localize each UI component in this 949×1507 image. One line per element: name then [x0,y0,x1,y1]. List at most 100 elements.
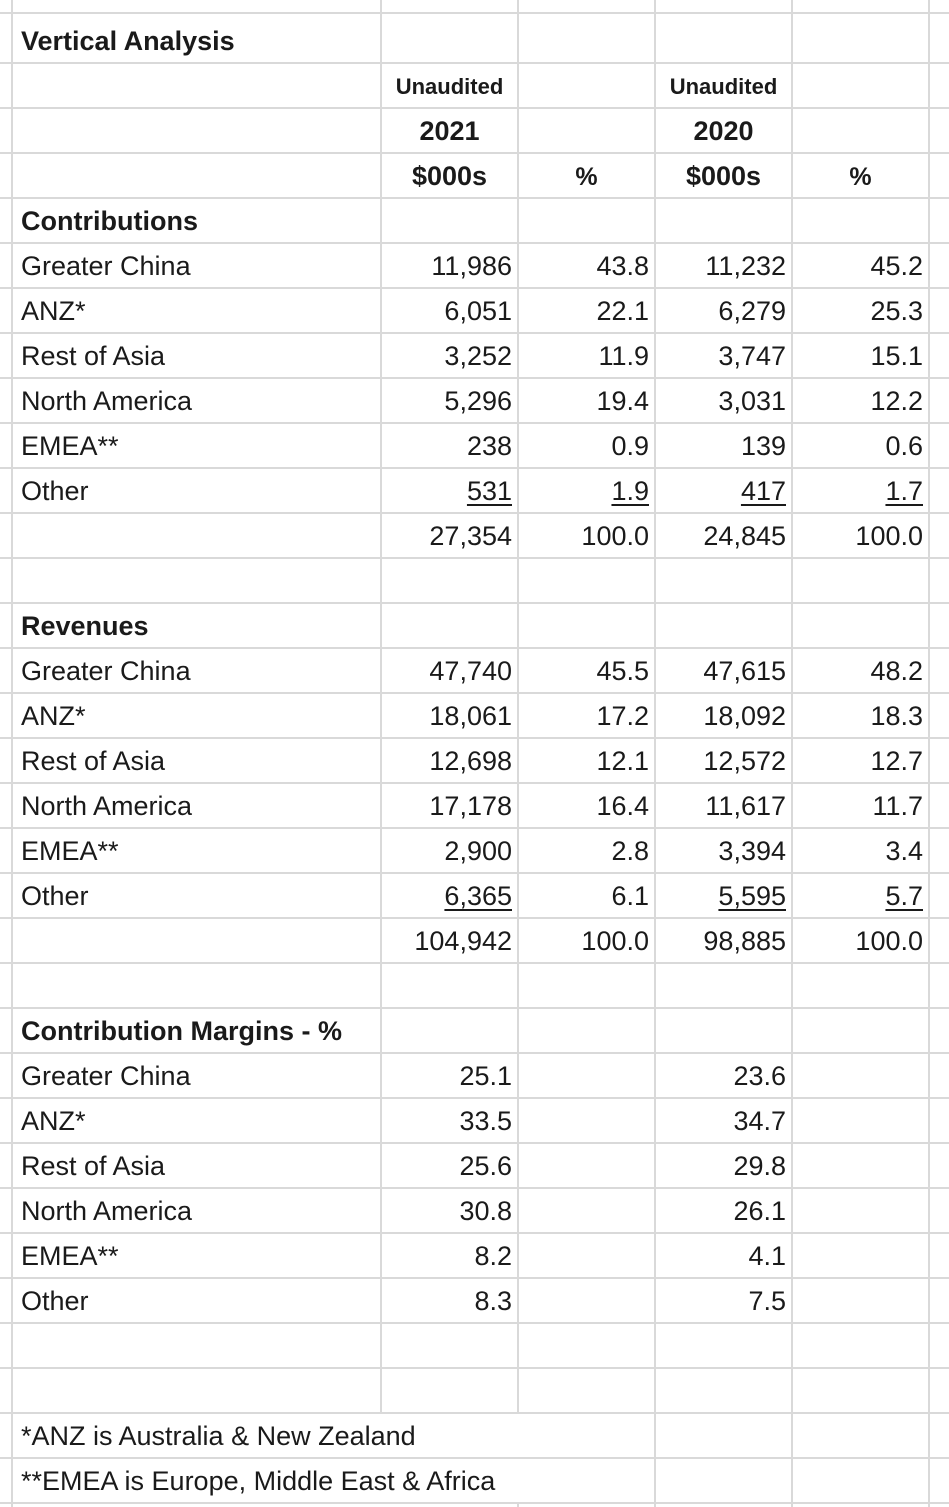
row-gridline [0,827,949,829]
column-gridline [380,0,382,1412]
row-gridline [0,467,949,469]
pct-2020: 0.6 [885,431,923,461]
value-2020: 12,572 [703,746,786,776]
pct-2021: 22.1 [596,296,649,326]
pct-2020: 25.3 [870,296,923,326]
total-pct-2020: 100.0 [855,926,923,956]
row-gridline [0,242,949,244]
pct-2020: 1.7 [793,478,923,505]
row-label: North America [21,1196,193,1226]
row-gridline [0,1187,949,1189]
pct-2021: 12.1 [596,746,649,776]
value-2020: 417 [656,478,786,505]
value-2021: 11,986 [431,251,512,281]
row-label: ANZ* [21,296,86,326]
row-gridline [0,377,949,379]
value-2021: 238 [466,431,512,461]
row-gridline [0,1502,949,1504]
row-label: Other [21,476,89,506]
margin-2020: 26.1 [733,1196,786,1226]
row-label: Greater China [21,251,191,281]
margin-2021: 25.6 [459,1151,512,1181]
row-label: North America [21,386,193,416]
row-gridline [0,647,949,649]
row-gridline [0,287,949,289]
underlined-value: 1.7 [885,476,923,506]
row-gridline [0,737,949,739]
row-label: EMEA** [21,431,119,461]
header-2021-status: Unaudited [395,74,504,99]
row-gridline [0,62,949,64]
row-label: Rest of Asia [21,1151,166,1181]
row-gridline [0,962,949,964]
pct-2020: 15.1 [870,341,923,371]
header-2020-unit: $000s [685,161,762,191]
pct-2020: 12.2 [870,386,923,416]
row-gridline [0,692,949,694]
row-gridline [0,152,949,154]
margin-2020: 34.7 [733,1106,786,1136]
row-label: EMEA** [21,1241,119,1271]
pct-2021: 16.4 [596,791,649,821]
row-gridline [0,12,949,14]
total-value-2020: 24,845 [703,521,786,551]
row-gridline [0,1457,949,1459]
pct-2021: 45.5 [596,656,649,686]
sheet-title: Vertical Analysis [21,26,235,56]
row-gridline [0,1277,949,1279]
column-gridline [654,0,656,1507]
value-2020: 5,595 [656,883,786,910]
underlined-value: 5.7 [885,881,923,911]
row-gridline [0,332,949,334]
row-gridline [0,782,949,784]
row-label: Greater China [21,1061,191,1091]
value-2020: 11,232 [705,251,786,281]
row-gridline [0,512,949,514]
value-2020: 6,279 [718,296,786,326]
value-2021: 47,740 [429,656,512,686]
row-gridline [0,1322,949,1324]
header-2020-pct: % [849,163,872,191]
margin-2020: 7.5 [748,1286,786,1316]
value-2021: 5,296 [444,386,512,416]
total-value-2021: 27,354 [429,521,512,551]
margin-2021: 33.5 [459,1106,512,1136]
row-gridline [0,1367,949,1369]
row-gridline [0,557,949,559]
row-gridline [0,1097,949,1099]
row-gridline [0,602,949,604]
row-gridline [0,1142,949,1144]
header-2020-year: 2020 [693,116,754,146]
value-2021: 3,252 [444,341,512,371]
pct-2021: 19.4 [596,386,649,416]
footnote-emea: **EMEA is Europe, Middle East & Africa [21,1466,496,1496]
header-2021-year: 2021 [419,116,480,146]
pct-2021: 2.8 [611,836,649,866]
row-gridline [0,1412,949,1414]
row-label: Other [21,1286,89,1316]
margin-2021: 8.3 [474,1286,512,1316]
column-gridline [928,0,930,1507]
pct-2020: 45.2 [870,251,923,281]
row-gridline [0,1232,949,1234]
pct-2021: 43.8 [596,251,649,281]
row-gridline [0,422,949,424]
column-gridline [791,0,793,1507]
underlined-value: 1.9 [611,476,649,506]
section-title-contributions: Contributions [21,206,198,236]
row-label: North America [21,791,193,821]
value-2021: 6,051 [444,296,512,326]
row-gridline [0,1052,949,1054]
underlined-value: 5,595 [718,881,786,911]
row-gridline [0,917,949,919]
pct-2020: 5.7 [793,883,923,910]
margin-2021: 8.2 [474,1241,512,1271]
value-2021: 12,698 [429,746,512,776]
value-2020: 139 [740,431,786,461]
value-2021: 6,365 [382,883,512,910]
row-gridline [0,1007,949,1009]
value-2021: 18,061 [429,701,512,731]
margin-2021: 30.8 [459,1196,512,1226]
column-gridline [517,1502,519,1507]
underlined-value: 6,365 [444,881,512,911]
